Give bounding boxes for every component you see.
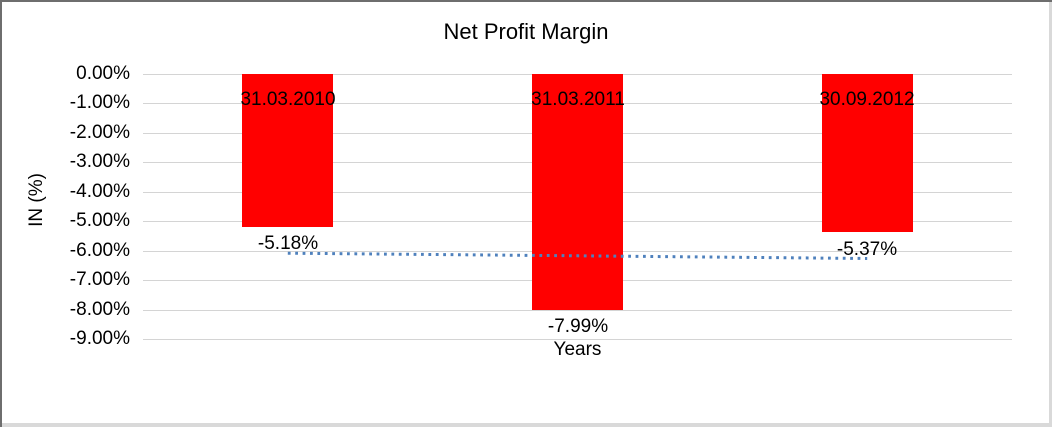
category-label: 31.03.2010	[240, 89, 336, 110]
category-label: 30.09.2012	[819, 89, 915, 110]
bar-31.03.2010[interactable]	[242, 74, 333, 227]
bar-31.03.2011[interactable]	[532, 74, 623, 310]
bar-30.09.2012[interactable]	[822, 74, 913, 232]
y-tick-label: -8.00%	[69, 299, 130, 320]
trendline[interactable]	[287, 251, 868, 260]
x-axis-title: Years	[553, 339, 602, 360]
y-tick-label: -2.00%	[69, 122, 130, 143]
gridline	[143, 339, 1012, 340]
y-tick-label: -1.00%	[69, 92, 130, 113]
category-label: 31.03.2011	[531, 89, 625, 110]
y-tick-label: -5.00%	[69, 210, 130, 231]
y-tick-label: -9.00%	[69, 328, 130, 349]
data-label: -5.18%	[257, 233, 319, 254]
gridline	[143, 310, 1012, 311]
chart-title: Net Profit Margin	[443, 19, 609, 44]
data-label: -5.37%	[836, 239, 898, 260]
y-tick-label: -3.00%	[69, 151, 130, 172]
y-tick-label: -4.00%	[69, 181, 130, 202]
y-tick-label: 0.00%	[76, 63, 130, 84]
y-tick-label: -6.00%	[69, 240, 130, 261]
data-label: -7.99%	[547, 316, 609, 337]
y-tick-label: -7.00%	[69, 269, 130, 290]
